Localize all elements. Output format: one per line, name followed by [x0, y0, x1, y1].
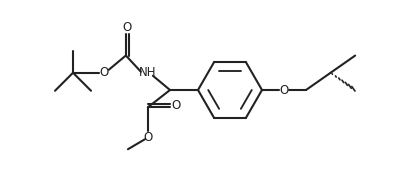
Text: O: O	[99, 66, 109, 79]
Text: O: O	[123, 21, 132, 34]
Text: O: O	[171, 99, 181, 112]
Text: O: O	[279, 84, 288, 96]
Text: O: O	[143, 131, 153, 144]
Text: NH: NH	[139, 66, 157, 79]
